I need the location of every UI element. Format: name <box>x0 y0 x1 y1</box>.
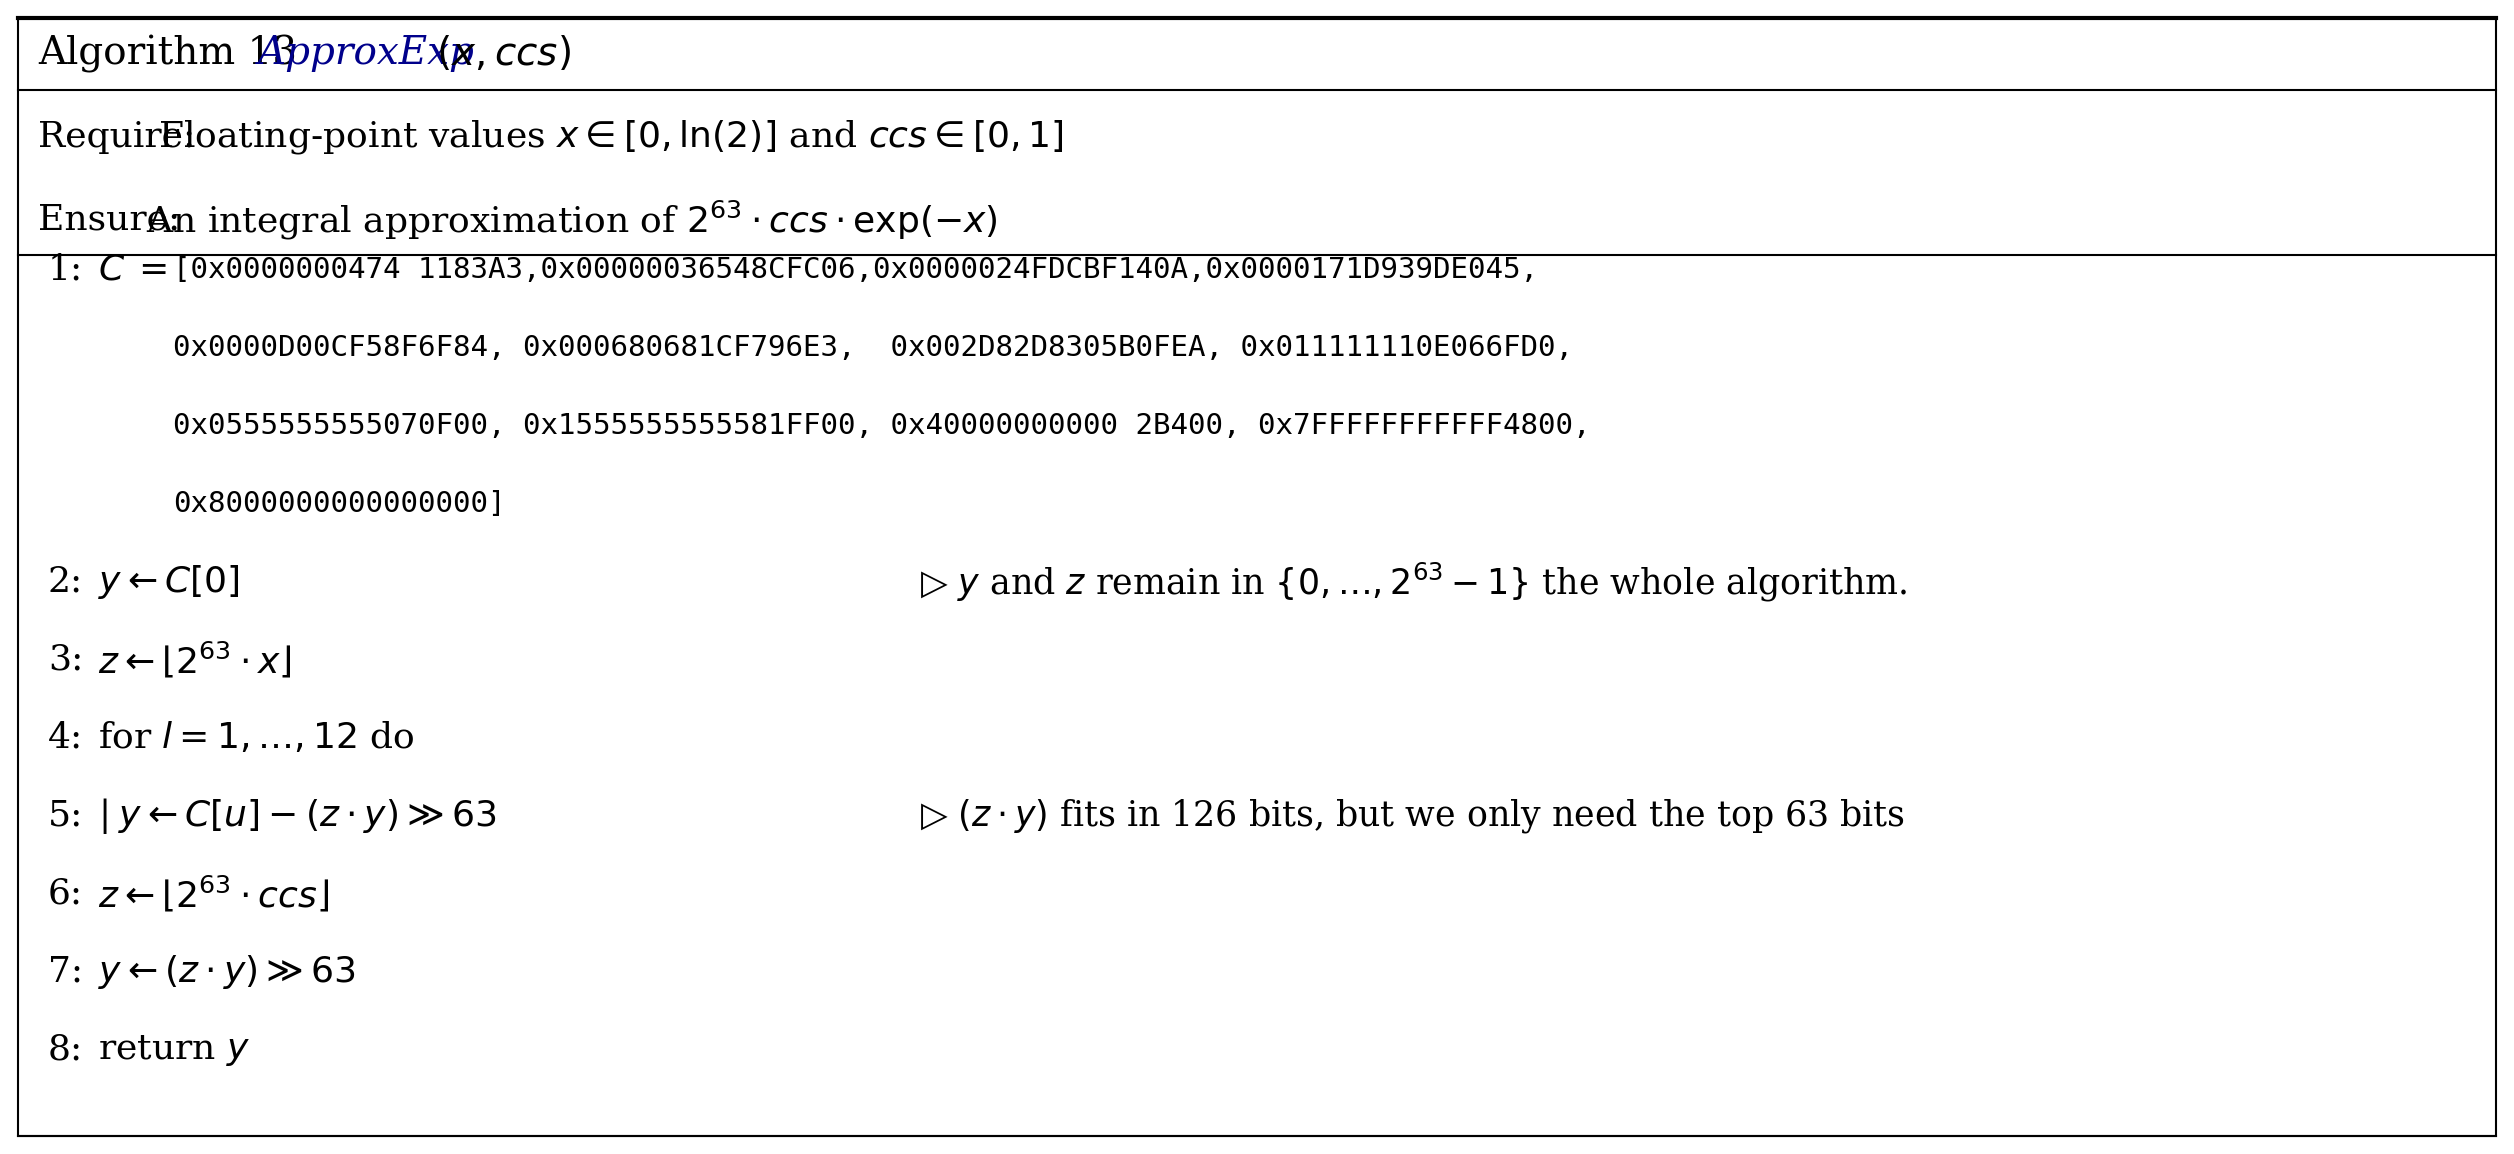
Text: $z \leftarrow \lfloor 2^{63} \cdot ccs \rfloor$: $z \leftarrow \lfloor 2^{63} \cdot ccs \… <box>98 874 329 914</box>
Text: =: = <box>138 253 168 287</box>
Text: 0x8000000000000000]: 0x8000000000000000] <box>173 490 505 518</box>
Text: $y \leftarrow C[0]$: $y \leftarrow C[0]$ <box>98 563 239 601</box>
Text: 6:: 6: <box>48 877 83 911</box>
Text: 5:: 5: <box>48 799 83 833</box>
Text: Algorithm 13: Algorithm 13 <box>38 35 309 73</box>
Text: for $l = 1, \ldots, 12$ do: for $l = 1, \ldots, 12$ do <box>98 720 415 756</box>
Text: $y \leftarrow (z \cdot y) \gg 63$: $y \leftarrow (z \cdot y) \gg 63$ <box>98 953 354 991</box>
Text: An integral approximation of $2^{63} \cdot ccs \cdot \exp(-x)$: An integral approximation of $2^{63} \cd… <box>146 198 998 241</box>
Text: Floating-point values $x \in [0, \ln(2)]$ and $ccs \in [0, 1]$: Floating-point values $x \in [0, \ln(2)]… <box>158 119 1063 157</box>
Text: 4:: 4: <box>48 721 83 755</box>
Text: [0x0000000474 1183A3,0x00000036548CFC06,0x0000024FDCBF140A,0x0000171D939DE045,: [0x0000000474 1183A3,0x00000036548CFC06,… <box>173 256 1539 284</box>
Text: Ensure:: Ensure: <box>38 203 181 237</box>
Text: 0x0555555555070F00, 0x1555555555581FF00, 0x40000000000 2B400, 0x7FFFFFFFFFFF4800: 0x0555555555070F00, 0x1555555555581FF00,… <box>173 412 1591 440</box>
Text: 2:: 2: <box>48 565 83 599</box>
Text: $\triangleright$ $(z \cdot y)$ fits in 126 bits, but we only need the top 63 bit: $\triangleright$ $(z \cdot y)$ fits in 1… <box>920 797 1906 835</box>
Text: 8:: 8: <box>48 1033 83 1067</box>
Text: $\triangleright$ $y$ and $z$ remain in $\{0, \ldots, 2^{63}-1\}$ the whole algor: $\triangleright$ $y$ and $z$ remain in $… <box>920 561 1908 604</box>
Text: 0x0000D00CF58F6F84, 0x000680681CF796E3,  0x002D82D8305B0FEA, 0x011111110E066FD0,: 0x0000D00CF58F6F84, 0x000680681CF796E3, … <box>173 334 1574 362</box>
Text: 7:: 7: <box>48 956 83 989</box>
Text: $y \leftarrow C[u] - (z \cdot y) \gg 63$: $y \leftarrow C[u] - (z \cdot y) \gg 63$ <box>118 797 495 835</box>
Text: ApproxExp: ApproxExp <box>259 36 475 73</box>
Text: 3:: 3: <box>48 643 83 677</box>
Text: $(x, ccs)$: $(x, ccs)$ <box>435 35 571 74</box>
Text: |: | <box>98 799 111 833</box>
Text: $z \leftarrow \lfloor 2^{63} \cdot x \rfloor$: $z \leftarrow \lfloor 2^{63} \cdot x \rf… <box>98 639 292 680</box>
Text: return $y$: return $y$ <box>98 1033 251 1067</box>
Text: 1:: 1: <box>48 253 83 287</box>
Text: Require:: Require: <box>38 120 196 155</box>
Text: $C$: $C$ <box>98 253 126 287</box>
